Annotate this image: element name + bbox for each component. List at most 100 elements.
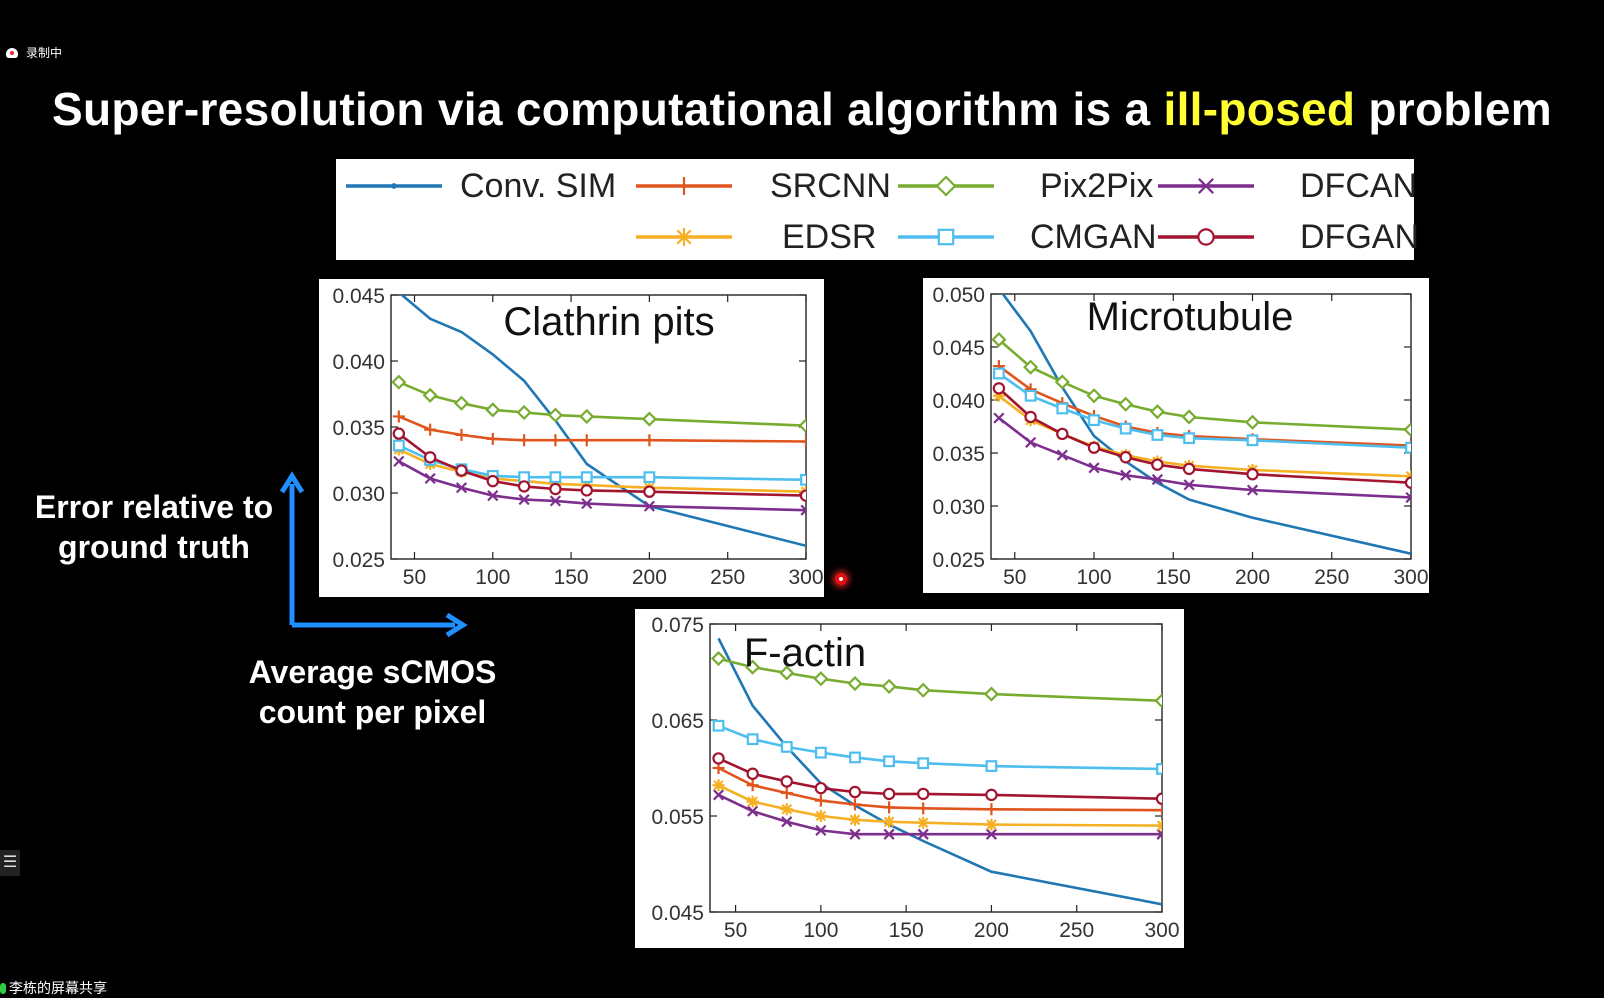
x-tick-label: 300 — [1144, 919, 1179, 942]
title-highlight: ill-posed — [1163, 83, 1356, 135]
data-point — [883, 755, 895, 768]
y-tick-label: 0.055 — [651, 806, 704, 829]
x-tick-label: 100 — [803, 919, 838, 942]
data-point — [455, 464, 468, 477]
data-point — [814, 794, 827, 807]
data-point — [1056, 449, 1068, 461]
data-point — [882, 787, 896, 801]
legend-label: DFCAN — [1300, 166, 1418, 205]
series-edsr — [712, 779, 1162, 832]
y-tick-label: 0.035 — [932, 443, 985, 466]
x-tick-label: 50 — [1003, 566, 1026, 589]
data-point — [1149, 404, 1165, 420]
data-point — [1118, 396, 1134, 412]
data-point — [453, 395, 470, 411]
series-pix2pix — [991, 332, 1411, 438]
microphone-icon — [0, 982, 6, 994]
legend-marker — [1197, 228, 1215, 246]
data-point — [800, 473, 806, 486]
y-tick-label: 0.065 — [651, 710, 704, 733]
x-tick-label: 250 — [1059, 919, 1094, 942]
data-point — [1088, 414, 1100, 427]
legend-item-edsr: EDSR — [634, 212, 876, 262]
screen-share-bar[interactable]: 李栋的屏幕共享 — [0, 978, 107, 998]
data-point — [883, 801, 896, 814]
slide-title: Super-resolution via computational algor… — [0, 82, 1604, 136]
data-point — [985, 788, 998, 802]
data-point — [1156, 763, 1162, 775]
y-tick-label: 0.030 — [932, 496, 985, 519]
menu-icon[interactable]: ☰ — [0, 850, 20, 876]
plot-area — [391, 295, 806, 548]
data-point — [747, 805, 759, 817]
chart-title: Microtubule — [1087, 295, 1294, 339]
legend-item-dfcan: DFCAN — [1156, 161, 1417, 211]
data-point — [881, 678, 897, 694]
axis-arrows-icon — [280, 471, 468, 638]
data-point — [799, 489, 806, 502]
data-point — [847, 675, 863, 692]
data-point — [814, 781, 828, 795]
data-point — [455, 428, 468, 441]
data-point — [746, 767, 759, 780]
data-point — [780, 775, 793, 788]
data-point — [1156, 828, 1162, 840]
data-point — [641, 411, 657, 427]
data-point — [985, 828, 998, 840]
legend-item-dfgan: DFGAN — [1156, 212, 1419, 262]
series-line — [398, 415, 806, 443]
data-point — [1024, 389, 1037, 402]
data-point — [1183, 479, 1195, 491]
series-dfgan — [392, 427, 806, 502]
x-tick-label: 150 — [889, 919, 924, 942]
data-point — [1151, 473, 1163, 486]
data-point — [983, 686, 999, 702]
data-point — [1403, 422, 1411, 438]
data-point — [549, 434, 562, 447]
data-point — [422, 387, 438, 403]
data-point — [486, 432, 499, 445]
data-point — [1181, 409, 1197, 425]
data-point — [985, 803, 998, 816]
y-tick-label: 0.040 — [932, 390, 985, 413]
data-point — [1156, 804, 1162, 817]
data-point — [1056, 427, 1069, 441]
data-point — [712, 779, 725, 792]
legend-swatch — [636, 177, 732, 195]
data-point — [580, 471, 593, 484]
data-point — [780, 740, 793, 753]
y-tick-label: 0.045 — [932, 337, 985, 360]
recording-label: 录制中 — [26, 46, 63, 60]
legend-swatch — [1158, 228, 1254, 246]
data-point — [992, 389, 1005, 402]
series-dfgan — [712, 752, 1162, 805]
series-dfcan — [393, 455, 806, 516]
data-point — [1119, 451, 1132, 464]
y-tick-label: 0.025 — [932, 549, 985, 572]
data-point — [579, 408, 595, 424]
laser-pointer-icon — [835, 573, 847, 585]
data-point — [581, 497, 593, 510]
legend-swatch — [1158, 178, 1254, 194]
y-axis-meaning-label: Error relative to ground truth — [34, 489, 274, 565]
x-tick-label: 300 — [1393, 566, 1428, 589]
data-point — [1155, 792, 1162, 805]
plot-area — [710, 637, 1162, 906]
data-point — [883, 815, 896, 828]
data-point — [1119, 422, 1132, 435]
x-tick-label: 50 — [724, 919, 747, 942]
legend-swatch — [898, 228, 994, 246]
legend-item-srcnn: SRCNN — [634, 161, 891, 211]
chart-f-actin: 0.045 0.055 0.065 0.075 50 100 150 200 250 300 F-a… — [651, 614, 1179, 942]
data-point — [487, 490, 499, 502]
data-point — [391, 374, 407, 390]
data-point — [710, 651, 727, 667]
legend-item-conv-sim: Conv. SIM — [344, 161, 616, 211]
y-tick-label: 0.045 — [332, 285, 385, 308]
data-point — [848, 813, 861, 826]
data-point — [1246, 434, 1259, 447]
data-point — [1405, 491, 1411, 504]
data-point — [746, 779, 759, 792]
data-point — [848, 798, 861, 811]
data-point — [1087, 441, 1101, 454]
